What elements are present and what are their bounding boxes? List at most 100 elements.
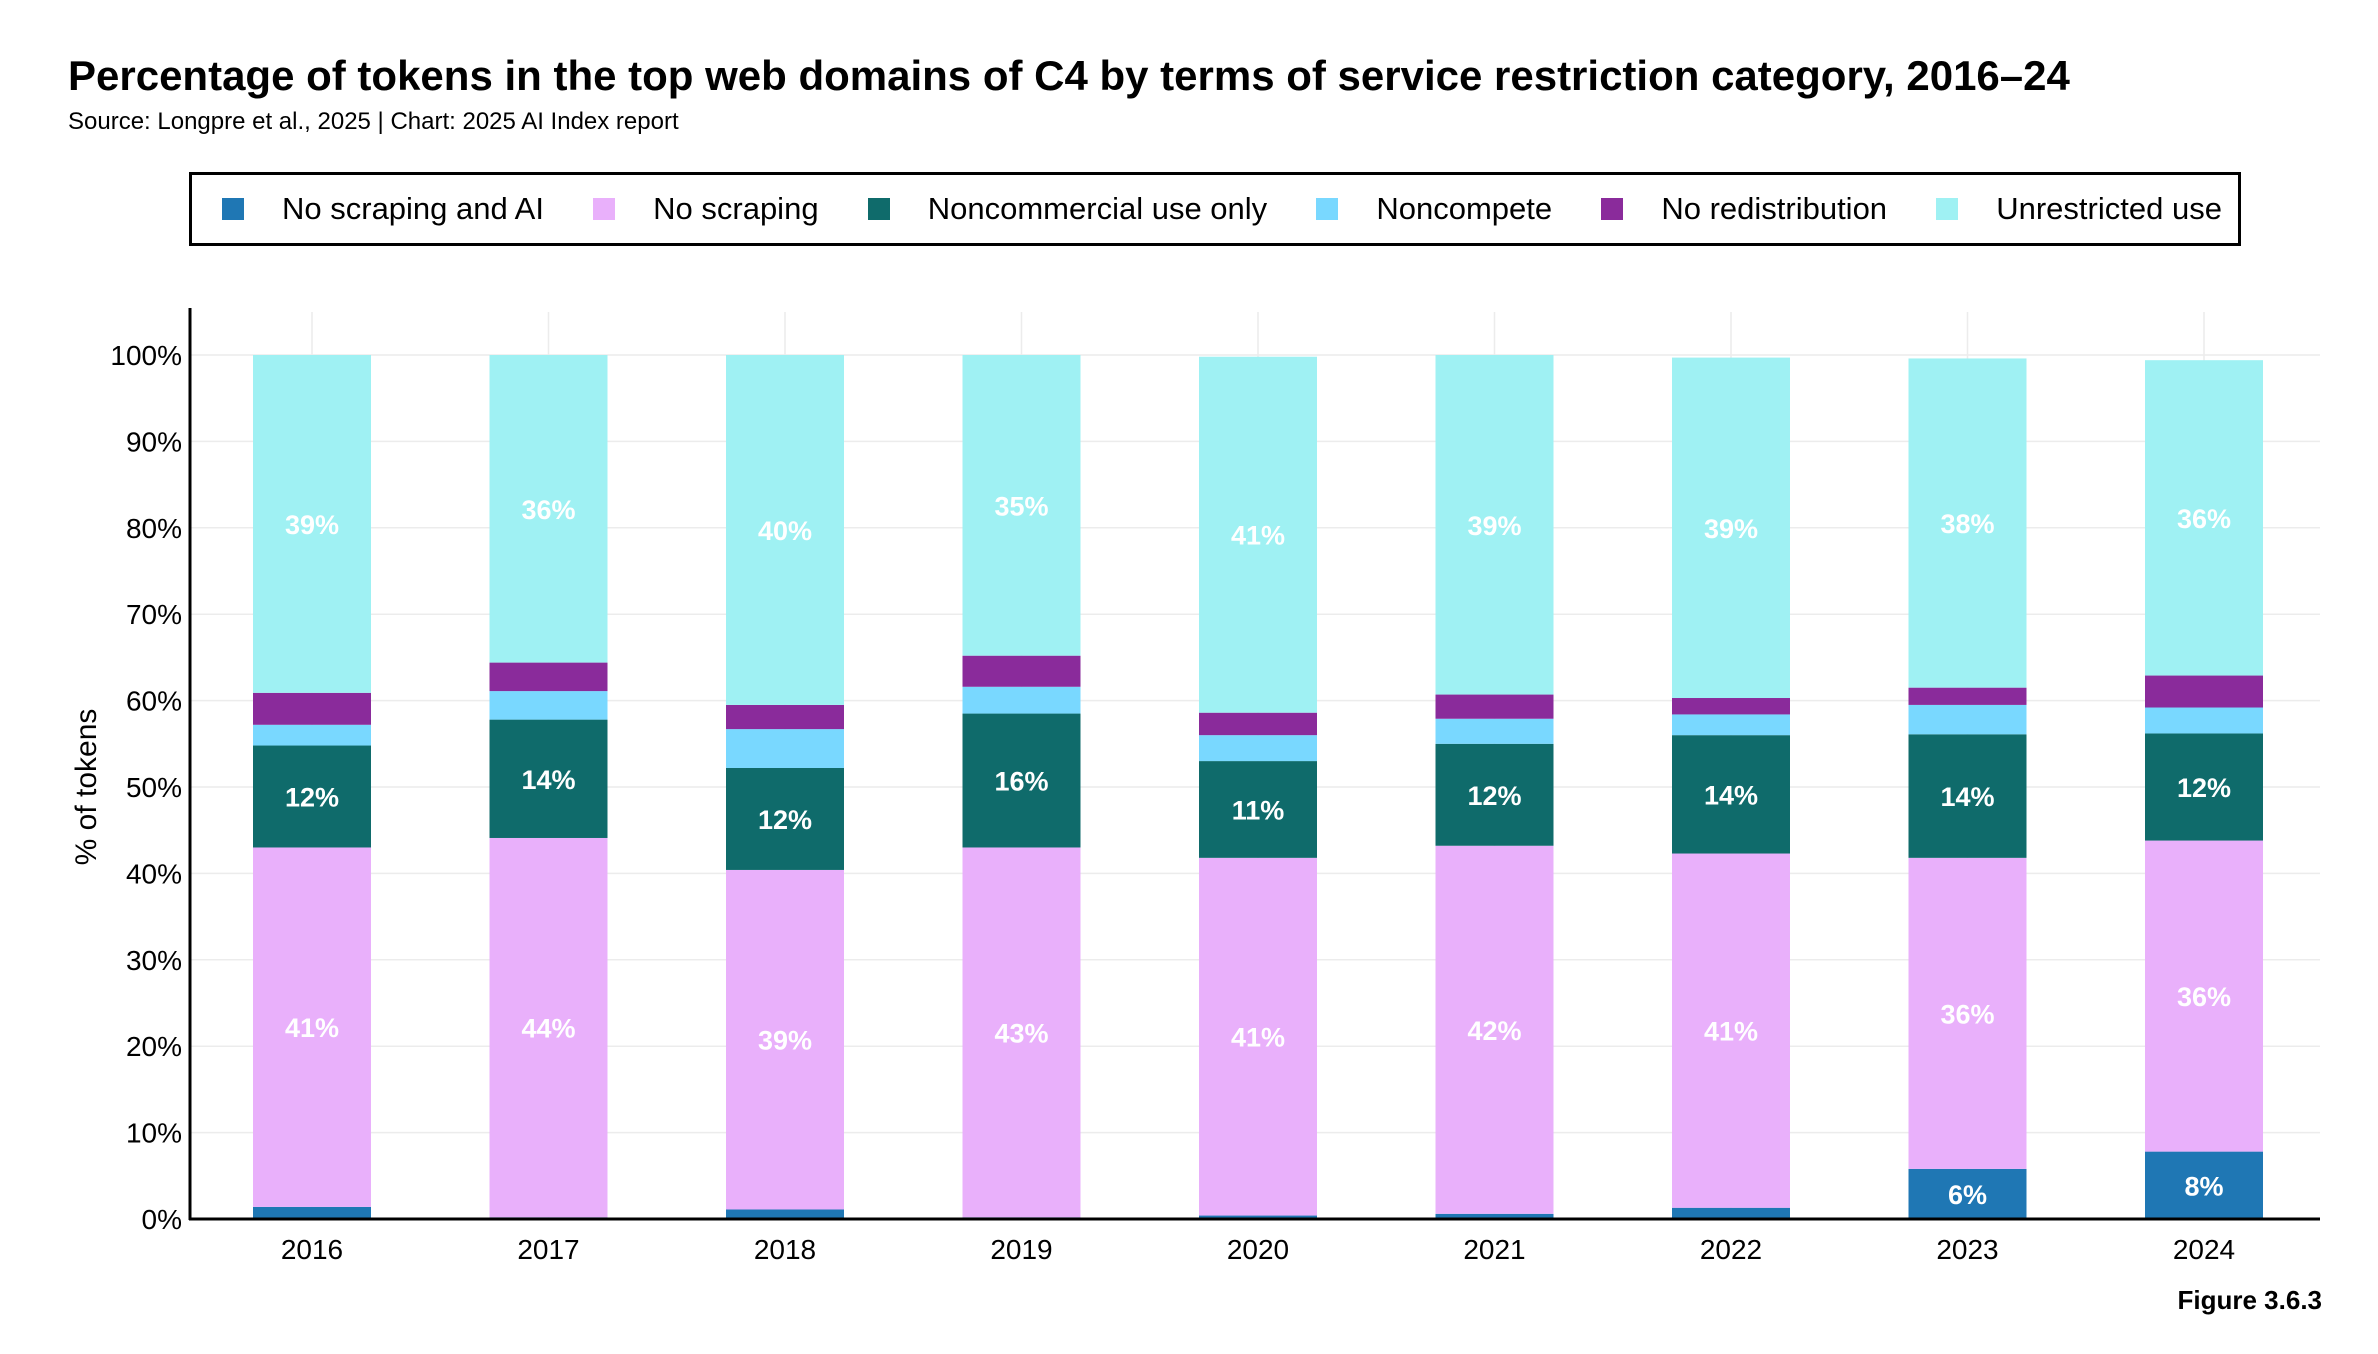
legend-item: No scraping and AI	[222, 191, 544, 227]
legend-label: Noncompete	[1376, 191, 1553, 226]
chart-subtitle: Source: Longpre et al., 2025 | Chart: 20…	[68, 108, 679, 135]
bar-segment	[2145, 1151, 2263, 1219]
bar-segment	[1908, 704, 2027, 735]
bar-segment	[1435, 718, 1554, 744]
bar-segment	[962, 686, 1081, 714]
bar-segment	[2145, 733, 2263, 841]
x-tick-label: 2021	[1463, 1234, 1525, 1265]
y-axis-title: % of tokens	[70, 709, 103, 866]
bar-segment	[1672, 698, 1790, 715]
y-tick-label: 50%	[126, 772, 182, 803]
data-label: 43%	[994, 1018, 1048, 1048]
x-tick-label: 2019	[990, 1234, 1052, 1265]
data-label: 6%	[1948, 1180, 1987, 1210]
bar-segment	[2145, 707, 2263, 734]
data-label: 8%	[2184, 1171, 2223, 1201]
legend-swatch	[593, 198, 616, 220]
data-label: 36%	[2177, 982, 2231, 1012]
figure-label: Figure 3.6.3	[2177, 1285, 2323, 1315]
y-tick-label: 10%	[126, 1118, 182, 1149]
bar-segment	[1199, 857, 1317, 1216]
legend-swatch	[867, 198, 890, 220]
bar-segment	[253, 1206, 371, 1219]
y-tick-label: 90%	[126, 426, 182, 457]
data-label: 12%	[285, 783, 339, 813]
bar-segment	[1435, 355, 1554, 695]
legend-label: No scraping and AI	[282, 191, 544, 226]
data-label: 41%	[1704, 1017, 1758, 1047]
data-label: 40%	[758, 516, 812, 546]
bar-segment	[962, 355, 1081, 656]
data-label: 16%	[994, 767, 1048, 797]
bar-segment	[2145, 840, 2263, 1152]
bar-segment	[489, 719, 608, 838]
bar-segment	[1908, 734, 2027, 858]
bar-segment	[1199, 735, 1317, 762]
bar-segment	[1199, 1215, 1317, 1219]
bar-segment	[726, 355, 844, 705]
y-tick-label: 60%	[126, 686, 182, 717]
bar-segment	[1672, 357, 1790, 699]
bar-segment	[1435, 743, 1554, 846]
bar-segment	[1199, 356, 1317, 713]
bar-segment	[726, 1209, 844, 1219]
legend-item: Noncommercial use only	[867, 191, 1267, 227]
bars	[253, 355, 2263, 1219]
bar-segment	[2145, 675, 2263, 708]
bar-segment	[726, 869, 844, 1210]
data-label: 36%	[521, 495, 575, 525]
bar-segment	[1908, 358, 2027, 688]
data-label: 39%	[285, 510, 339, 540]
legend-label: Unrestricted use	[1996, 191, 2222, 226]
x-tick-label: 2020	[1227, 1234, 1289, 1265]
bar-segment	[1672, 853, 1790, 1208]
x-tick-label: 2022	[1700, 1234, 1762, 1265]
data-label: 14%	[1704, 780, 1758, 810]
legend-item: Noncompete	[1316, 191, 1552, 227]
bar-segment	[253, 847, 371, 1207]
legend-item: No redistribution	[1601, 191, 1887, 227]
bar-segment	[253, 724, 371, 746]
y-tick-label: 0%	[142, 1204, 182, 1235]
data-label: 41%	[1231, 1023, 1285, 1053]
data-label: 39%	[758, 1026, 812, 1056]
legend-label: No redistribution	[1661, 191, 1888, 226]
data-label: 14%	[521, 765, 575, 795]
y-tick-label: 70%	[126, 599, 182, 630]
data-label: 42%	[1467, 1016, 1521, 1046]
x-tick-label: 2023	[1936, 1234, 1998, 1265]
bar-segment	[253, 355, 371, 693]
data-label: 38%	[1940, 509, 1994, 539]
bar-segment	[962, 713, 1081, 848]
x-tick-label: 2016	[281, 1234, 343, 1265]
legend-swatch	[1601, 198, 1624, 220]
legend-swatch	[222, 198, 244, 220]
data-label: 41%	[1231, 521, 1285, 551]
x-tick-labels: 2016 2017 2018 2019 2020 2021 2022 2023 2024	[281, 1234, 2235, 1265]
data-label: 36%	[1940, 999, 1994, 1029]
data-labels: 41% 12% 39% 44% 14% 36% 39% 12% 40% 43% 16% 35% 41% 1…	[285, 491, 2231, 1210]
bar-segment	[1672, 1207, 1790, 1219]
data-label: 44%	[521, 1014, 575, 1044]
legend-item: No scraping	[593, 191, 819, 227]
legend: No scraping and AI No scraping Noncommerci…	[189, 172, 2241, 246]
data-label: 11%	[1232, 795, 1285, 825]
bar-segment	[253, 692, 371, 725]
data-label: 39%	[1704, 514, 1758, 544]
data-label: 39%	[1467, 511, 1521, 541]
x-tick-label: 2018	[754, 1234, 816, 1265]
bar-segment	[253, 745, 371, 848]
bar-segment	[2145, 360, 2263, 676]
bar-segment	[1199, 712, 1317, 736]
bar-segment	[1908, 687, 2027, 705]
bar-segment	[726, 704, 844, 730]
data-label: 14%	[1940, 782, 1994, 812]
data-label: 12%	[1467, 781, 1521, 811]
legend-label: No scraping	[653, 191, 819, 226]
legend-swatch	[1316, 198, 1339, 220]
bar-segment	[1199, 761, 1317, 858]
bar-segment	[489, 837, 608, 1218]
bar-segment	[1435, 694, 1554, 719]
bar-segment	[1435, 845, 1554, 1214]
